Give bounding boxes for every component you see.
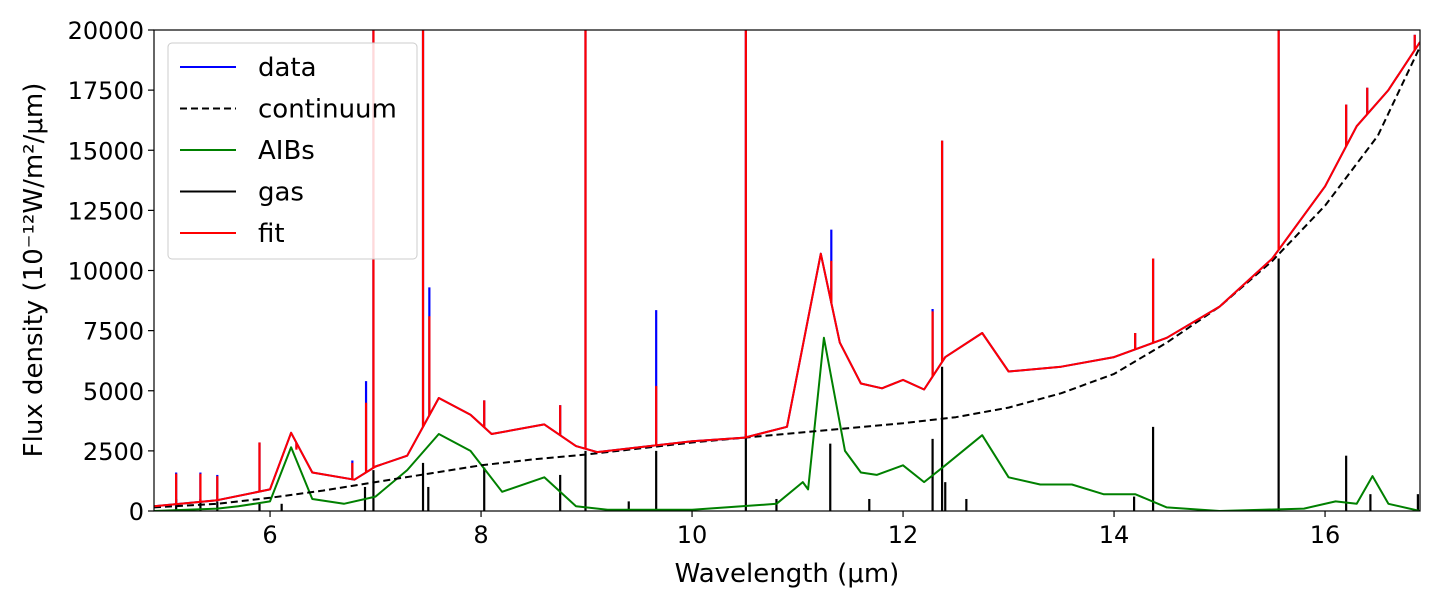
y-tick-label-1: 2500 (83, 438, 144, 466)
y-tick-label-3: 7500 (83, 318, 144, 346)
plot-frame (153, 29, 1421, 512)
series-aibs-line (154, 336, 1420, 511)
x-axis-label: Wavelength (μm) (675, 559, 900, 589)
y-tick-label-2: 5000 (83, 378, 144, 406)
legend-label-data: data (258, 53, 317, 83)
x-tick-label-4: 14 (1099, 521, 1130, 549)
legend-label-fit: fit (258, 219, 285, 249)
x-tick-label-5: 16 (1310, 521, 1341, 549)
series-continuum-line (154, 46, 1420, 509)
y-tick-label-4: 10000 (68, 258, 144, 286)
legend: data continuum AIBs gas fit (167, 42, 418, 260)
series-fit-line (154, 41, 1420, 508)
x-tick-label-0: 6 (262, 521, 277, 549)
x-tick-label-1: 8 (473, 521, 488, 549)
y-axis: 0 2500 5000 7500 10000 12500 15000 17500 20000 (68, 17, 154, 526)
x-axis: 6 8 10 12 14 16 (262, 511, 1340, 549)
y-tick-label-8: 20000 (68, 17, 144, 45)
legend-label-aibs: AIBs (258, 136, 315, 166)
y-tick-label-0: 0 (129, 498, 144, 526)
y-tick-label-5: 12500 (68, 197, 144, 225)
x-tick-label-2: 10 (677, 521, 708, 549)
legend-label-gas: gas (258, 178, 304, 208)
y-tick-label-6: 15000 (68, 137, 144, 165)
legend-box (167, 42, 418, 260)
y-tick-label-7: 17500 (68, 77, 144, 105)
y-axis-label: Flux density (10⁻¹²W/m²/μm) (19, 83, 49, 458)
x-tick-label-3: 12 (888, 521, 919, 549)
legend-label-continuum: continuum (258, 95, 397, 125)
